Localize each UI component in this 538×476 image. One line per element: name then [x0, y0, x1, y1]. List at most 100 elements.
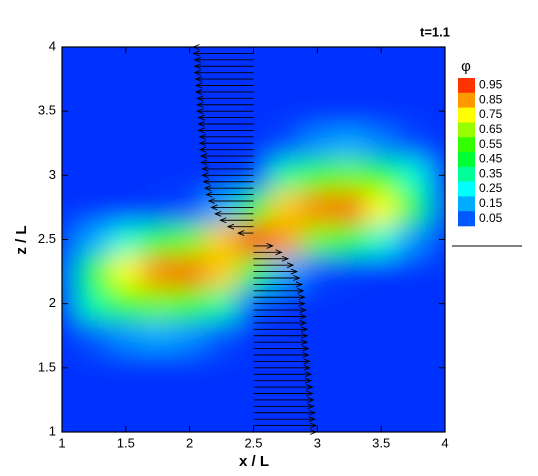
velocity-vector	[194, 76, 254, 82]
field-cell	[365, 159, 398, 192]
velocity-vector	[201, 172, 254, 179]
field-cell	[77, 319, 111, 353]
x-tick-label: 3.5	[372, 435, 390, 450]
field-cell	[301, 415, 334, 432]
velocity-vector	[253, 262, 295, 269]
colorbar-title: φ	[461, 58, 471, 75]
field-cell	[397, 415, 430, 432]
field-cell	[205, 255, 239, 289]
annotation: t=1.1	[420, 24, 450, 39]
field-cell	[365, 223, 398, 257]
field-cell	[333, 255, 366, 289]
field-cell	[109, 351, 143, 385]
x-tick-label: 2	[186, 435, 193, 450]
velocity-vector	[197, 114, 254, 121]
field-cell	[429, 159, 445, 192]
plot-area	[62, 47, 445, 432]
velocity-vector	[253, 249, 283, 256]
x-tick-label: 4	[441, 435, 448, 450]
velocity-vector	[253, 300, 306, 307]
field-cell	[141, 127, 175, 160]
field-cell	[205, 223, 239, 257]
field-cell	[365, 127, 398, 160]
field-cell	[397, 255, 430, 289]
colorbar-band	[458, 107, 475, 123]
velocity-vector	[196, 95, 254, 102]
field-cell	[301, 255, 334, 289]
colorbar-band	[458, 166, 475, 182]
colorbar-band	[458, 137, 475, 153]
field-cell	[365, 351, 398, 385]
field-cell	[365, 63, 398, 96]
velocity-vector	[201, 166, 254, 172]
velocity-vector	[253, 422, 318, 429]
field-cell	[365, 47, 398, 64]
field-cell	[77, 63, 111, 96]
field-cell	[205, 319, 239, 353]
field-cell	[429, 47, 445, 64]
field-cell	[333, 351, 366, 385]
velocity-vector	[210, 204, 254, 211]
colorbar-band	[458, 122, 475, 138]
field-cell	[62, 223, 79, 257]
x-axis-label: x / L	[239, 453, 269, 470]
field-cell	[77, 223, 111, 257]
field-cell	[301, 191, 334, 224]
field-cell	[429, 223, 445, 257]
colorbar-label: 0.35	[479, 166, 503, 180]
velocity-vector	[253, 320, 308, 326]
colorbar-label: 0.85	[479, 92, 503, 106]
velocity-vector	[193, 56, 254, 63]
field-cell	[141, 351, 175, 385]
field-cell	[429, 95, 445, 128]
field-cell	[109, 127, 143, 160]
field-cell	[77, 383, 111, 417]
field-cell	[77, 47, 111, 64]
field-cell	[62, 47, 79, 64]
velocity-vector	[199, 159, 254, 166]
velocity-vector	[197, 121, 254, 127]
field-cell	[109, 47, 143, 64]
velocity-vector	[205, 191, 254, 198]
field-cell	[333, 47, 366, 64]
velocity-vector	[198, 146, 254, 153]
velocity-vector	[194, 82, 254, 89]
field-cell	[365, 191, 398, 224]
velocity-vector	[253, 377, 313, 384]
field-cell	[429, 383, 445, 417]
field-cell	[141, 383, 175, 417]
field-cell	[365, 255, 398, 289]
colorbar-band	[458, 211, 475, 227]
velocity-vector	[214, 210, 254, 217]
colorbar-label: 0.05	[479, 211, 503, 225]
field-cell	[77, 127, 111, 160]
velocity-vector	[253, 403, 315, 410]
velocity-vector	[253, 287, 305, 294]
field-cell	[77, 255, 111, 289]
field-cell	[365, 287, 398, 321]
field-cell	[141, 191, 175, 224]
colorbar-band	[458, 78, 475, 94]
y-tick-label: 1.5	[38, 359, 56, 374]
field-cell	[269, 127, 302, 160]
field-cell	[141, 319, 175, 353]
field-cell	[62, 287, 79, 321]
colorbar-label: 0.45	[479, 152, 503, 166]
field-cell	[237, 415, 270, 432]
colorbar-label: 0.75	[479, 107, 503, 121]
field-cell	[429, 287, 445, 321]
velocity-vector	[207, 198, 254, 204]
field-cell	[77, 351, 111, 385]
field-cell	[269, 159, 302, 192]
field-cell	[77, 415, 111, 432]
velocity-vector	[193, 69, 254, 76]
velocity-vector	[192, 50, 254, 57]
velocity-vector	[253, 281, 304, 288]
field-cell	[397, 159, 430, 192]
field-cell	[333, 319, 366, 353]
field-cell	[173, 287, 207, 321]
velocity-vector	[253, 397, 315, 403]
field-cell	[62, 95, 79, 128]
field-cell	[109, 383, 143, 417]
colorbar: φ 0.950.850.750.650.550.450.350.250.150.…	[458, 58, 503, 227]
